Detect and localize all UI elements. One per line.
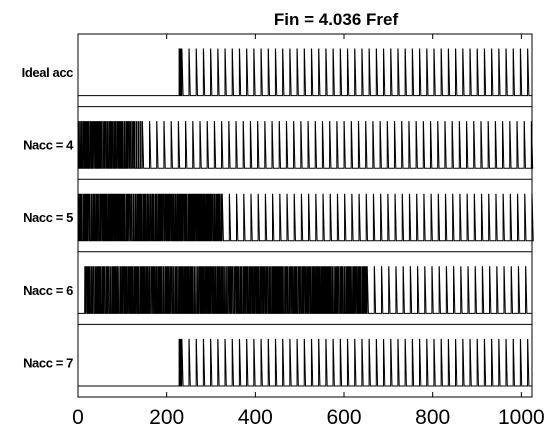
signal-rows: Ideal acc Nacc = 4 Nacc = 5 Nacc = 6 Nacc = … xyxy=(22,48,534,387)
x-tick-label: 800 xyxy=(415,406,450,429)
signal-row: Nacc = 6 xyxy=(23,266,532,325)
signal-trace xyxy=(78,338,532,387)
signal-row: Ideal acc xyxy=(22,48,532,108)
x-tick-label: 200 xyxy=(149,406,184,429)
chart-title: Fin = 4.036 Fref xyxy=(274,10,399,29)
x-axis-ticks: 0 200 400 600 800 1000 xyxy=(72,34,545,429)
x-tick-label: 400 xyxy=(238,406,273,429)
x-tick-label: 600 xyxy=(326,406,361,429)
signal-trace xyxy=(77,193,534,242)
x-tick-label: 0 xyxy=(72,406,84,429)
signal-trace xyxy=(78,266,532,314)
x-tick-label: 1000 xyxy=(498,406,545,429)
row-label: Nacc = 5 xyxy=(23,210,73,225)
signal-row: Nacc = 5 xyxy=(23,193,534,253)
row-label: Nacc = 7 xyxy=(23,355,73,370)
signal-trace xyxy=(78,48,532,97)
signal-row: Nacc = 4 xyxy=(23,121,534,180)
signal-row: Nacc = 7 xyxy=(23,338,532,387)
signal-trace xyxy=(77,121,534,169)
row-label: Ideal acc xyxy=(22,65,73,80)
row-label: Nacc = 4 xyxy=(23,138,74,153)
row-label: Nacc = 6 xyxy=(23,283,73,298)
